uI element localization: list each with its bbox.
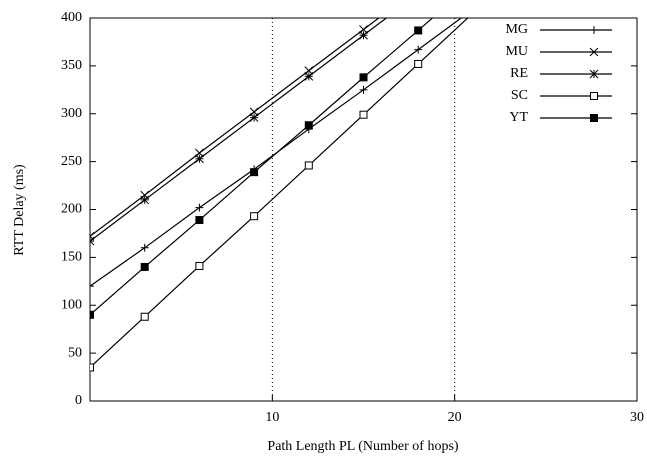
y-tick-label: 250 <box>61 154 82 169</box>
marker <box>359 73 368 82</box>
legend-marker <box>590 92 598 100</box>
y-tick-label: 400 <box>61 10 82 25</box>
marker <box>195 154 204 164</box>
marker <box>304 161 313 170</box>
legend-label: RE <box>510 66 528 81</box>
y-tick-label: 150 <box>61 250 82 265</box>
legend-marker <box>590 114 598 122</box>
marker <box>250 212 259 221</box>
marker <box>140 243 149 252</box>
x-tick-label: 30 <box>630 410 644 425</box>
legend-marker <box>589 47 599 57</box>
legend-label: SC <box>511 88 528 103</box>
marker <box>90 363 94 372</box>
legend-label: MG <box>505 22 528 37</box>
marker <box>469 10 476 17</box>
y-tick-label: 100 <box>61 297 82 312</box>
y-tick-label: 0 <box>75 393 82 408</box>
y-tick-label: 300 <box>61 106 82 121</box>
marker <box>195 216 204 225</box>
x-tick-label: 10 <box>265 410 279 425</box>
marker <box>469 5 477 13</box>
y-tick-label: 200 <box>61 202 82 217</box>
y-tick-label: 350 <box>61 58 82 73</box>
series-line <box>90 18 388 242</box>
marker <box>250 168 259 177</box>
x-axis-label: Path Length PL (Number of hops) <box>267 439 459 454</box>
marker <box>140 262 149 271</box>
marker <box>140 312 149 321</box>
marker <box>90 282 94 291</box>
series-line <box>90 18 469 368</box>
marker <box>249 113 259 122</box>
marker <box>414 26 423 35</box>
marker <box>90 236 95 246</box>
marker <box>304 72 314 81</box>
marker <box>359 85 368 94</box>
legend-marker <box>590 26 598 34</box>
marker <box>414 45 423 54</box>
y-tick-label: 50 <box>68 345 82 360</box>
marker <box>195 261 204 270</box>
marker <box>414 59 423 68</box>
series-line <box>90 18 463 287</box>
series-line <box>90 18 434 316</box>
legend-label: MU <box>505 44 528 59</box>
x-tick-label: 20 <box>448 410 462 425</box>
marker <box>140 195 150 205</box>
marker <box>195 203 204 212</box>
legend-marker <box>589 69 599 79</box>
plot-area <box>90 5 477 372</box>
marker <box>359 30 368 40</box>
y-axis-label: RTT Delay (ms) <box>12 164 27 256</box>
marker <box>304 121 313 130</box>
series-line <box>90 18 380 237</box>
legend-label: YT <box>509 110 528 125</box>
marker <box>90 310 94 319</box>
marker <box>359 110 368 119</box>
